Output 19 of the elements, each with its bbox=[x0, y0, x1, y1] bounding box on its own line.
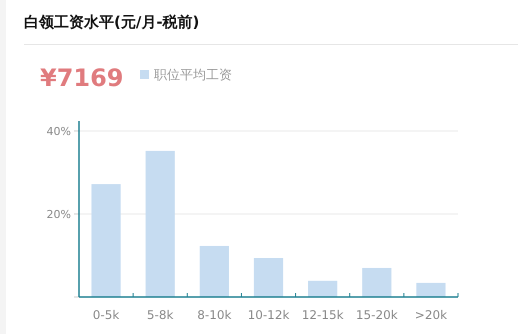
legend-label: 职位平均工资 bbox=[154, 68, 232, 83]
x-tick-label: 8-10k bbox=[197, 308, 232, 322]
x-tick-label: >20k bbox=[414, 308, 448, 322]
bar bbox=[91, 184, 121, 297]
x-tick-label: 12-15k bbox=[302, 308, 344, 322]
x-tick-label: 15-20k bbox=[356, 308, 398, 322]
y-tick-label: 20% bbox=[46, 208, 71, 221]
chart-title: 白领工资水平(元/月-税前) bbox=[24, 13, 200, 31]
bar bbox=[146, 150, 175, 297]
x-tick-label: 0-5k bbox=[92, 308, 120, 322]
text: ¥7169 bbox=[40, 64, 124, 92]
bar bbox=[308, 280, 338, 297]
bar bbox=[254, 258, 284, 297]
bar bbox=[200, 246, 229, 297]
x-tick-label: 5-8k bbox=[146, 308, 174, 322]
y-tick-label: 40% bbox=[46, 124, 71, 138]
bar bbox=[416, 282, 446, 297]
x-tick-label: 10-12k bbox=[248, 308, 290, 322]
bar bbox=[362, 268, 392, 297]
